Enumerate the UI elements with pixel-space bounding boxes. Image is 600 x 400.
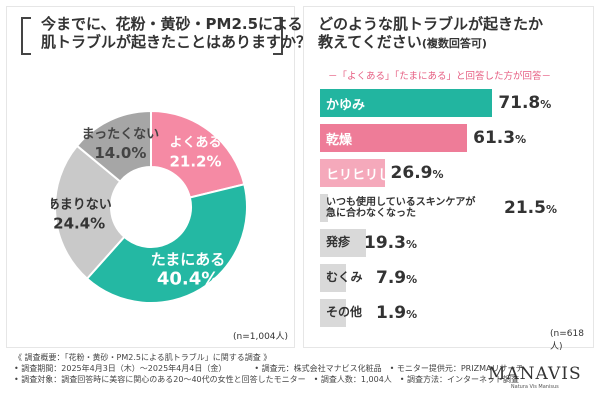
donut-value-2: 40.4% xyxy=(157,269,219,290)
brand-logo: MANAVIS Natura Vis Manisus xyxy=(488,364,582,390)
donut-value-3: 24.4% xyxy=(53,214,105,232)
donut-label-4: まったくない xyxy=(82,127,159,142)
bar-3: ヒリヒリした痛み xyxy=(320,159,430,187)
footer-line1: 《 調査概要：「花粉・黄砂・PM2.5による肌トラブル」に関する調査 》 xyxy=(14,353,272,362)
donut-slice-2 xyxy=(85,183,248,304)
donut-label-3: あまりない xyxy=(51,197,112,212)
bar-label-2: 乾燥 xyxy=(326,132,353,148)
donut-slice-1 xyxy=(150,109,246,199)
bar-value-5: 19.3% xyxy=(364,233,417,253)
answer-note: －「よくある」「たまにある」と回答した方が回答－ xyxy=(328,71,551,82)
right-sample-size: (n=618人) xyxy=(550,329,584,352)
bar-2: 乾燥 xyxy=(320,124,468,152)
bar-label-3: ヒリヒリした痛み xyxy=(326,167,431,183)
donut-label-2: たまにある xyxy=(151,251,226,269)
bar-4 xyxy=(320,194,328,222)
bar-label-1: かゆみ xyxy=(326,97,366,113)
left-title-line1: 今までに、花粉・黄砂・PM2.5による xyxy=(41,15,303,33)
bar-value-2: 61.3% xyxy=(473,128,527,148)
left-question-title: 今までに、花粉・黄砂・PM2.5による 肌トラブルが起きたことはありますか？ xyxy=(41,15,311,51)
brand-tagline: Natura Vis Manisus xyxy=(510,384,559,390)
right-title-sub: (複数回答可) xyxy=(421,37,487,50)
bar-value-7: 1.9% xyxy=(376,303,418,323)
survey-footer: 《 調査概要：「花粉・黄砂・PM2.5による肌トラブル」に関する調査 》 • 調… xyxy=(14,352,523,385)
title-bracket-left xyxy=(21,17,31,55)
right-panel: どのような肌トラブルが起きたか 教えてください(複数回答可) －「よくある」「た… xyxy=(303,6,594,352)
right-question-title: どのような肌トラブルが起きたか 教えてください(複数回答可) xyxy=(318,15,543,51)
bar-value-1: 71.8% xyxy=(498,93,552,113)
bar-value-4: 21.5% xyxy=(504,198,557,218)
donut-value-4: 14.0% xyxy=(94,144,146,162)
donut-value-1: 21.2% xyxy=(169,152,221,170)
bar-row-1: かゆみ 71.8% xyxy=(320,89,551,117)
bar-label-6: むくみ xyxy=(326,270,363,285)
right-title-line1: どのような肌トラブルが起きたか xyxy=(318,15,544,33)
bar-row-6: むくみ 7.9% xyxy=(320,264,417,292)
left-sample-size: (n=1,004人) xyxy=(233,332,289,342)
bar-label-7: その他 xyxy=(326,305,363,320)
bar-5 xyxy=(320,229,367,257)
bar-1: かゆみ xyxy=(320,89,493,117)
bar-label-5: 発疹 xyxy=(326,235,351,250)
footer-line3: • 調査対象：調査回答時に美容に関心のある20～40代の女性と回答したモニター … xyxy=(14,375,520,384)
bar-row-4: いつも使用しているスキンケアが 急に合わなくなった 21.5% xyxy=(320,194,557,222)
bar-row-7: その他 1.9% xyxy=(320,299,417,327)
bar-6 xyxy=(320,264,346,292)
bar-label-4: いつも使用しているスキンケアが 急に合わなくなった xyxy=(326,196,476,220)
bar-row-2: 乾燥 61.3% xyxy=(320,124,526,152)
bar-row-5: 発疹 19.3% xyxy=(320,229,417,257)
donut-slice-4 xyxy=(75,109,152,183)
footer-line2: • 調査期間：2025年4月3日（木）～2025年4月4日（金） • 調査元：株… xyxy=(14,364,524,373)
bar-value-3: 26.9% xyxy=(390,163,444,183)
bar-7 xyxy=(320,299,346,327)
left-panel: 今までに、花粉・黄砂・PM2.5による 肌トラブルが起きたことはありますか？ よ… xyxy=(6,6,311,348)
title-bracket-right xyxy=(273,17,283,55)
bar-row-3: ヒリヒリした痛み 26.9% xyxy=(320,159,444,187)
left-title-line2: 肌トラブルが起きたことはありますか？ xyxy=(41,33,312,51)
donut-label-1: よくある xyxy=(169,135,221,150)
donut-slice-3 xyxy=(54,144,126,281)
right-title-line2: 教えてください xyxy=(318,33,422,51)
brand-name: MANAVIS xyxy=(488,364,582,384)
bar-value-6: 7.9% xyxy=(376,268,418,288)
